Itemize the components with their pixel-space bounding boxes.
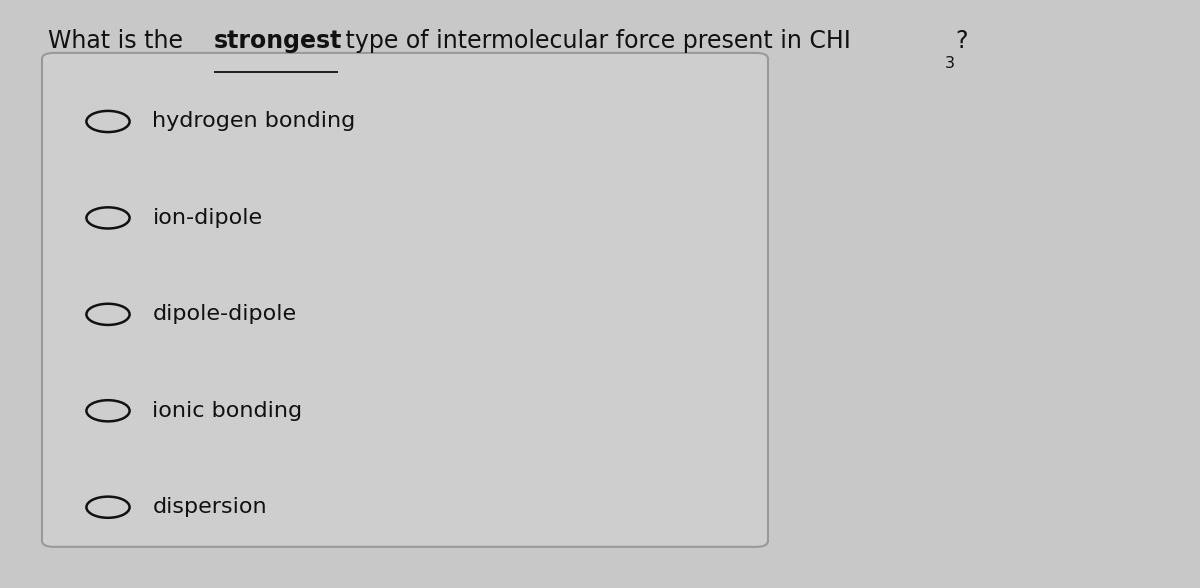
Text: 3: 3 [946, 56, 955, 71]
Text: ?: ? [955, 29, 968, 54]
FancyBboxPatch shape [42, 53, 768, 547]
Text: strongest: strongest [214, 29, 342, 54]
Text: What is the: What is the [48, 29, 191, 54]
Text: hydrogen bonding: hydrogen bonding [152, 112, 355, 132]
Text: dipole-dipole: dipole-dipole [152, 305, 296, 325]
Text: type of intermolecular force present in CHI: type of intermolecular force present in … [338, 29, 851, 54]
Text: dispersion: dispersion [152, 497, 268, 517]
Text: ion-dipole: ion-dipole [152, 208, 263, 228]
Text: ionic bonding: ionic bonding [152, 401, 302, 421]
